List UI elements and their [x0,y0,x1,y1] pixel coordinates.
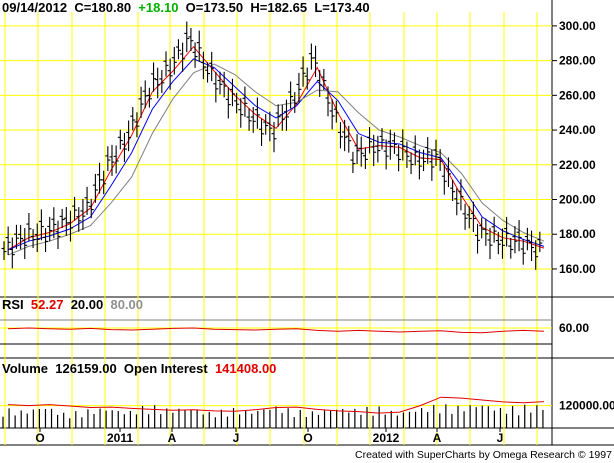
x-tick-label: 2011 [107,431,133,445]
x-tick-label: O [303,431,312,445]
y-tick-label: 180.00 [559,227,596,241]
header-close: C=180.80 [74,0,132,15]
header-high: H=182.65 [250,0,308,15]
y-tick-label: 200.00 [559,193,596,207]
volume-header: Volume 126159.00 Open Interest 141408.00 [2,361,276,376]
moving-average-line-2 [7,58,545,251]
rsi-level-high: 80.00 [110,297,144,312]
y-tick-label: 260.00 [559,88,596,102]
x-tick-label: O [35,431,44,445]
rsi-y-tick-label: 60.00 [559,321,589,335]
y-tick-label: 220.00 [559,158,596,172]
open-interest-line [7,396,545,414]
rsi-header: RSI 52.27 20.00 80.00 [2,297,143,312]
oi-value: 141408.00 [214,361,277,376]
oi-label: Open Interest [123,361,208,376]
y-tick-label: 280.00 [559,54,596,68]
header-open: O=173.50 [185,0,244,15]
header-change: +18.10 [138,0,179,15]
header-low: L=173.40 [314,0,370,15]
price-header: 09/14/2012 C=180.80 +18.10 O=173.50 H=18… [2,0,370,15]
moving-average-line-3 [7,63,545,256]
y-tick-label: 160.00 [559,262,596,276]
x-tick-label: J [233,431,240,445]
header-date: 09/14/2012 [2,0,68,15]
rsi-line [7,327,545,334]
volume-value: 126159.00 [55,361,117,376]
rsi-label: RSI [2,297,24,312]
rsi-level-low: 20.00 [70,297,104,312]
y-tick-label: 300.00 [559,19,596,33]
y-tick-label: 240.00 [559,123,596,137]
volume-label: Volume [2,361,48,376]
moving-average-line-1 [7,45,545,251]
x-tick-label: A [168,431,177,445]
volume-y-tick-label: 120000.00 [559,399,614,413]
rsi-value: 52.27 [30,297,64,312]
x-tick-label: J [497,431,504,445]
x-tick-label: A [433,431,442,445]
x-tick-label: 2012 [373,431,400,445]
credit-text: Created with SuperCharts by Omega Resear… [355,449,612,461]
